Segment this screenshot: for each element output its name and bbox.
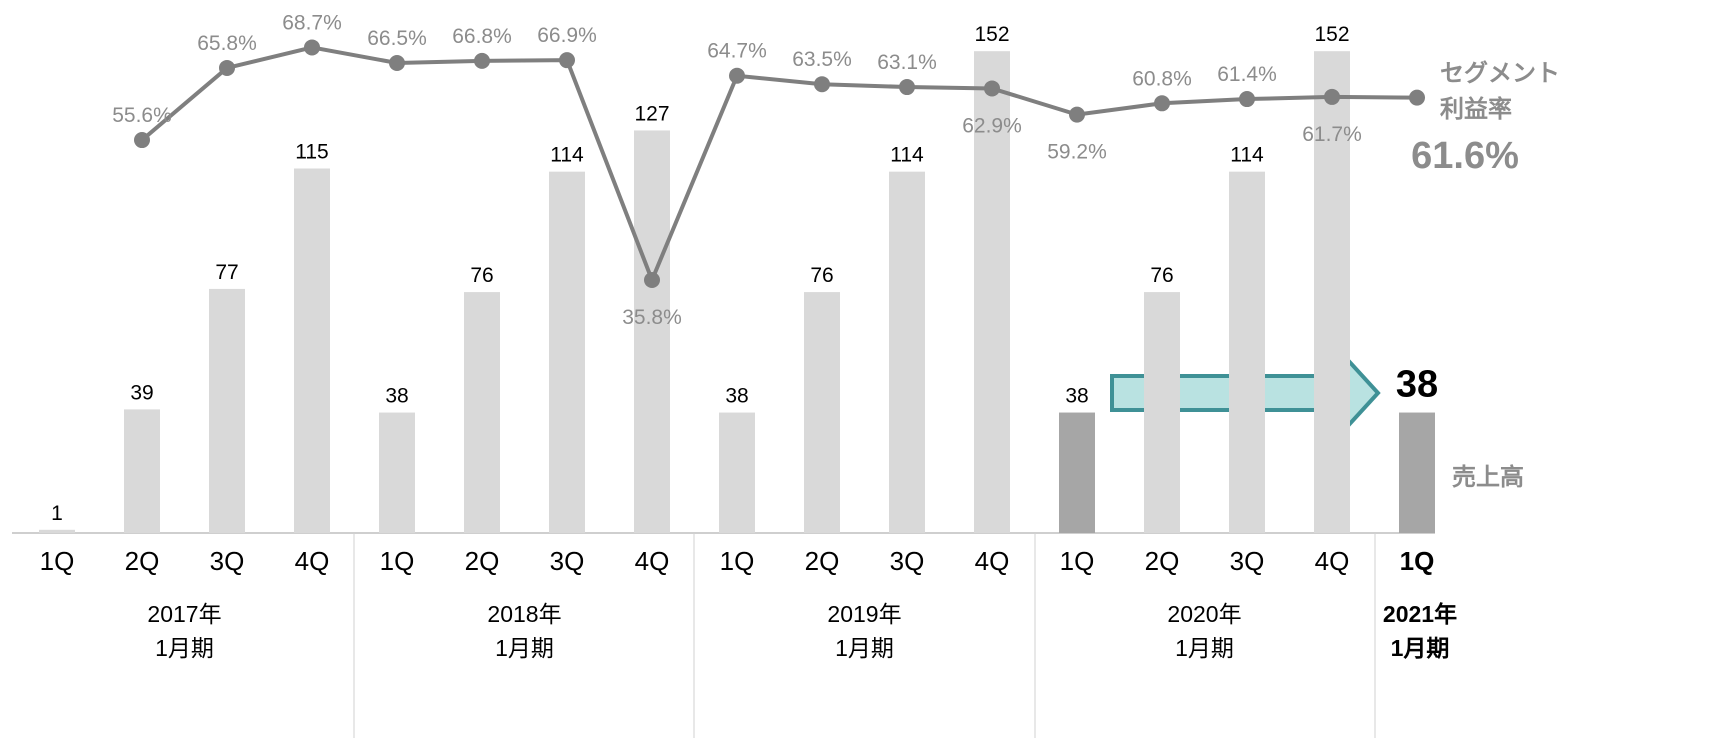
x-tick-label: 1Q <box>380 546 415 576</box>
line-value-label: 60.8% <box>1132 67 1192 90</box>
legend-bar: 売上高 <box>1452 464 1524 491</box>
line-value-label: 63.1% <box>877 51 937 74</box>
x-tick-label: 2Q <box>465 546 500 576</box>
bar <box>1314 51 1350 534</box>
bar-value-label: 39 <box>130 381 153 404</box>
group-label: 2018年 <box>487 601 561 627</box>
group-label: 1月期 <box>1391 635 1450 661</box>
bar <box>294 168 330 533</box>
bar <box>1144 292 1180 533</box>
bar <box>889 171 925 533</box>
bar-value-label: 114 <box>890 144 924 167</box>
x-tick-label: 3Q <box>890 546 925 576</box>
group-label: 1月期 <box>835 635 894 661</box>
line-value-label: 66.5% <box>367 27 427 50</box>
bar <box>1399 412 1435 533</box>
line-point <box>729 67 745 84</box>
x-tick-label: 2Q <box>1145 546 1180 576</box>
line-value-label: 61.6% <box>1411 135 1519 177</box>
line-value-label: 66.9% <box>537 24 597 47</box>
line-value-label: 59.2% <box>1047 141 1107 164</box>
bar-value-label: 38 <box>1396 364 1438 406</box>
line-point <box>389 55 405 72</box>
bar <box>1059 412 1095 533</box>
bar <box>549 171 585 533</box>
x-tick-label: 1Q <box>40 546 75 576</box>
bar <box>379 412 415 533</box>
legend-line: セグメント利益率 <box>1440 60 1560 123</box>
line-point <box>1324 88 1340 105</box>
bar <box>209 288 245 533</box>
line-value-label: 55.6% <box>112 104 172 127</box>
bar <box>719 412 755 533</box>
line-point <box>814 76 830 93</box>
group-label: 2017年 <box>147 601 221 627</box>
line-value-label: 62.9% <box>962 114 1022 137</box>
line-value-label: 63.5% <box>792 48 852 71</box>
line-point <box>1069 106 1085 123</box>
line-point <box>219 59 235 76</box>
line-point <box>304 39 320 56</box>
line-value-label: 64.7% <box>707 40 767 63</box>
bar-value-label: 127 <box>634 102 669 125</box>
line-point <box>899 79 915 96</box>
line-point <box>1409 89 1425 106</box>
line-point <box>559 52 575 69</box>
line-point <box>474 52 490 69</box>
line-point <box>134 132 150 149</box>
bar <box>634 130 670 533</box>
line-point <box>644 271 660 288</box>
bar-value-label: 114 <box>550 144 584 167</box>
bar-value-label: 76 <box>810 264 833 287</box>
x-tick-label: 1Q <box>1060 546 1095 576</box>
bar-value-label: 38 <box>1065 385 1088 408</box>
bar <box>1229 171 1265 533</box>
line-point <box>984 80 1000 97</box>
bar <box>974 51 1010 534</box>
bar-value-label: 38 <box>725 385 748 408</box>
group-label: 2021年 <box>1383 601 1457 627</box>
bar <box>804 292 840 533</box>
line-value-label: 61.4% <box>1217 63 1277 86</box>
x-tick-label: 4Q <box>975 546 1010 576</box>
x-tick-label: 1Q <box>1400 546 1435 576</box>
bar-value-label: 1 <box>51 502 63 525</box>
bar-value-label: 76 <box>470 264 493 287</box>
x-tick-label: 1Q <box>720 546 755 576</box>
line-point <box>1154 95 1170 112</box>
x-tick-label: 3Q <box>1230 546 1265 576</box>
line-value-label: 68.7% <box>282 11 342 34</box>
x-tick-label: 4Q <box>635 546 670 576</box>
bar-value-label: 152 <box>1314 23 1349 46</box>
bar <box>124 409 160 533</box>
group-label: 1月期 <box>495 635 554 661</box>
x-tick-label: 4Q <box>295 546 330 576</box>
x-tick-label: 4Q <box>1315 546 1350 576</box>
group-label: 1月期 <box>155 635 214 661</box>
bar-value-label: 77 <box>215 261 238 284</box>
x-tick-label: 3Q <box>550 546 585 576</box>
group-label: 1月期 <box>1175 635 1234 661</box>
line-point <box>1239 91 1255 108</box>
group-label: 2019年 <box>827 601 901 627</box>
x-tick-label: 2Q <box>805 546 840 576</box>
bar-value-label: 152 <box>974 23 1009 46</box>
bar-value-label: 115 <box>295 140 328 163</box>
line-value-label: 35.8% <box>622 306 682 329</box>
group-label: 2020年 <box>1167 601 1241 627</box>
line-value-label: 66.8% <box>452 25 512 48</box>
bar <box>39 529 75 533</box>
bar <box>464 292 500 533</box>
line <box>140 45 1418 286</box>
line-value-label: 65.8% <box>197 32 257 55</box>
bar-value-label: 38 <box>385 385 408 408</box>
bar-value-label: 114 <box>1230 144 1264 167</box>
x-tick-label: 2Q <box>125 546 160 576</box>
bar-value-label: 76 <box>1150 264 1173 287</box>
line-value-label: 61.7% <box>1302 123 1362 146</box>
x-tick-label: 3Q <box>210 546 245 576</box>
